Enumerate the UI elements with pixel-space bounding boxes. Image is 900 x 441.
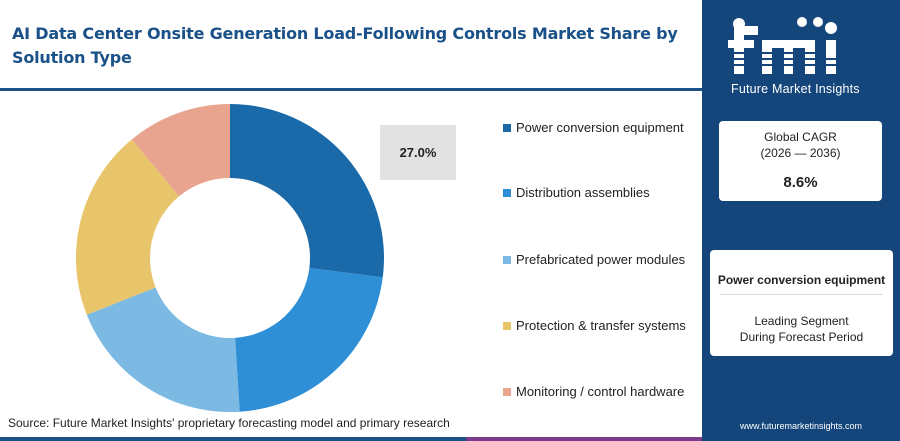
legend-swatch [503, 387, 511, 396]
legend-item: Power conversion equipment [503, 120, 684, 135]
legend-label: Distribution assemblies [516, 185, 650, 200]
cagr-label: Global CAGR [764, 130, 837, 144]
legend-swatch [503, 255, 511, 264]
fmi-logo: Future Market Insights [702, 0, 900, 100]
legend-item: Protection & transfer systems [503, 318, 686, 333]
title-divider [0, 88, 702, 91]
chart-title: AI Data Center Onsite Generation Load-Fo… [12, 24, 678, 67]
cagr-value: 8.6% [783, 174, 818, 191]
legend-label: Power conversion equipment [516, 120, 684, 135]
legend-item: Prefabricated power modules [503, 252, 685, 267]
donut-slice-protection-transfer-systems [75, 139, 180, 315]
segment-desc-line1: Leading Segment [754, 314, 849, 328]
bottom-accent-bar-3 [466, 437, 702, 441]
donut-slice-monitoring-control-hardware [131, 104, 230, 197]
logo-subtitle: Future Market Insights [731, 82, 860, 96]
donut-slice-prefabricated-power-modules [86, 287, 240, 412]
legend-item: Distribution assemblies [503, 185, 650, 200]
legend-label: Monitoring / control hardware [516, 384, 685, 399]
cagr-period: (2026 — 2036) [760, 146, 841, 160]
segment-divider [720, 294, 883, 295]
leading-segment-card: Power conversion equipment Leading Segme… [710, 250, 893, 356]
donut-slice-power-conversion-equipment [230, 104, 384, 278]
donut-chart [75, 104, 384, 412]
legend-label: Prefabricated power modules [516, 252, 686, 267]
legend-item: Monitoring / control hardware [503, 384, 684, 399]
website-url: www.futuremarketinsights.com [739, 421, 863, 431]
side-panel: Future Market Insights Global CAGR (2026… [702, 0, 900, 441]
bottom-accent-bar-1 [0, 437, 466, 441]
fmi-logo-icon [728, 17, 840, 74]
legend-swatch [503, 123, 511, 132]
source-note: Source: Future Market Insights' propriet… [8, 416, 450, 430]
donut-slice-distribution-assemblies [235, 268, 383, 412]
legend-swatch [503, 321, 511, 330]
leading-segment-name: Power conversion equipment [717, 273, 886, 287]
segment-desc-line2: During Forecast Period [739, 330, 864, 344]
leading-share-callout: 27.0% [380, 125, 456, 180]
cagr-card: Global CAGR (2026 — 2036) 8.6% [719, 121, 882, 201]
legend-label: Protection & transfer systems [516, 318, 686, 333]
legend-swatch [503, 188, 511, 197]
